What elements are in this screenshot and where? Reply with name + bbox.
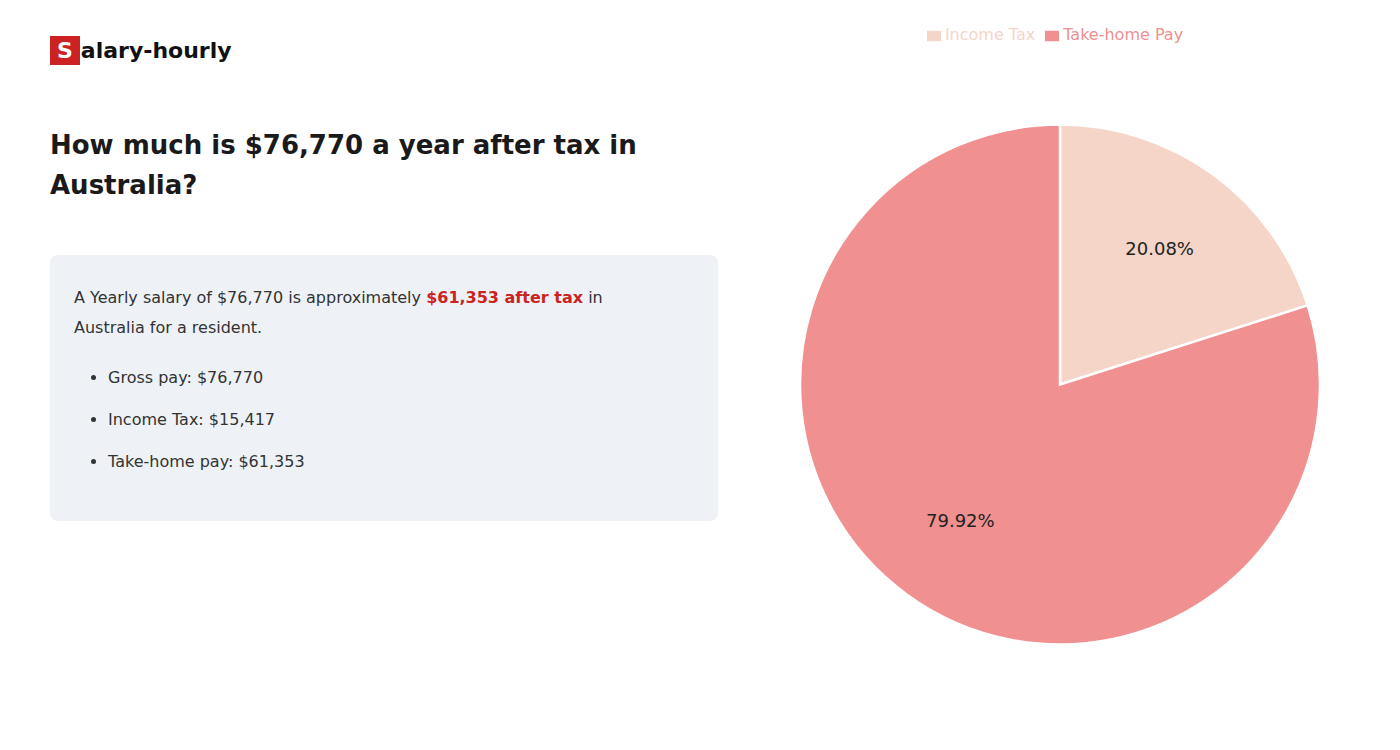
html-text:Australia?: Australia? [50, 170, 198, 200]
html-text:Australia for a resident.: Australia for a resident. [74, 318, 263, 337]
svg-text:79.92%: 79.92% [926, 510, 995, 531]
html-text:Income Tax: Income Tax [944, 25, 1036, 44]
html-text:How much is $76,770 a year aft: How much is $76,770 a year after tax in [50, 130, 637, 160]
html-text:Take-home Pay: Take-home Pay [1063, 25, 1184, 44]
svg-text:20.08%: 20.08% [1125, 238, 1194, 259]
html-text:Take-home pay: $61,353: Take-home pay: $61,353 [108, 452, 305, 471]
html-text:S alary-hourly: S alary-hourly [57, 38, 232, 63]
html-text:Income Tax: $15,417: Income Tax: $15,417 [108, 410, 275, 429]
html-text:Gross pay: $76,770: Gross pay: $76,770 [108, 368, 264, 387]
html-text:A Yearly salary of $76,770 is: A Yearly salary of $76,770 is approximat… [74, 288, 603, 307]
